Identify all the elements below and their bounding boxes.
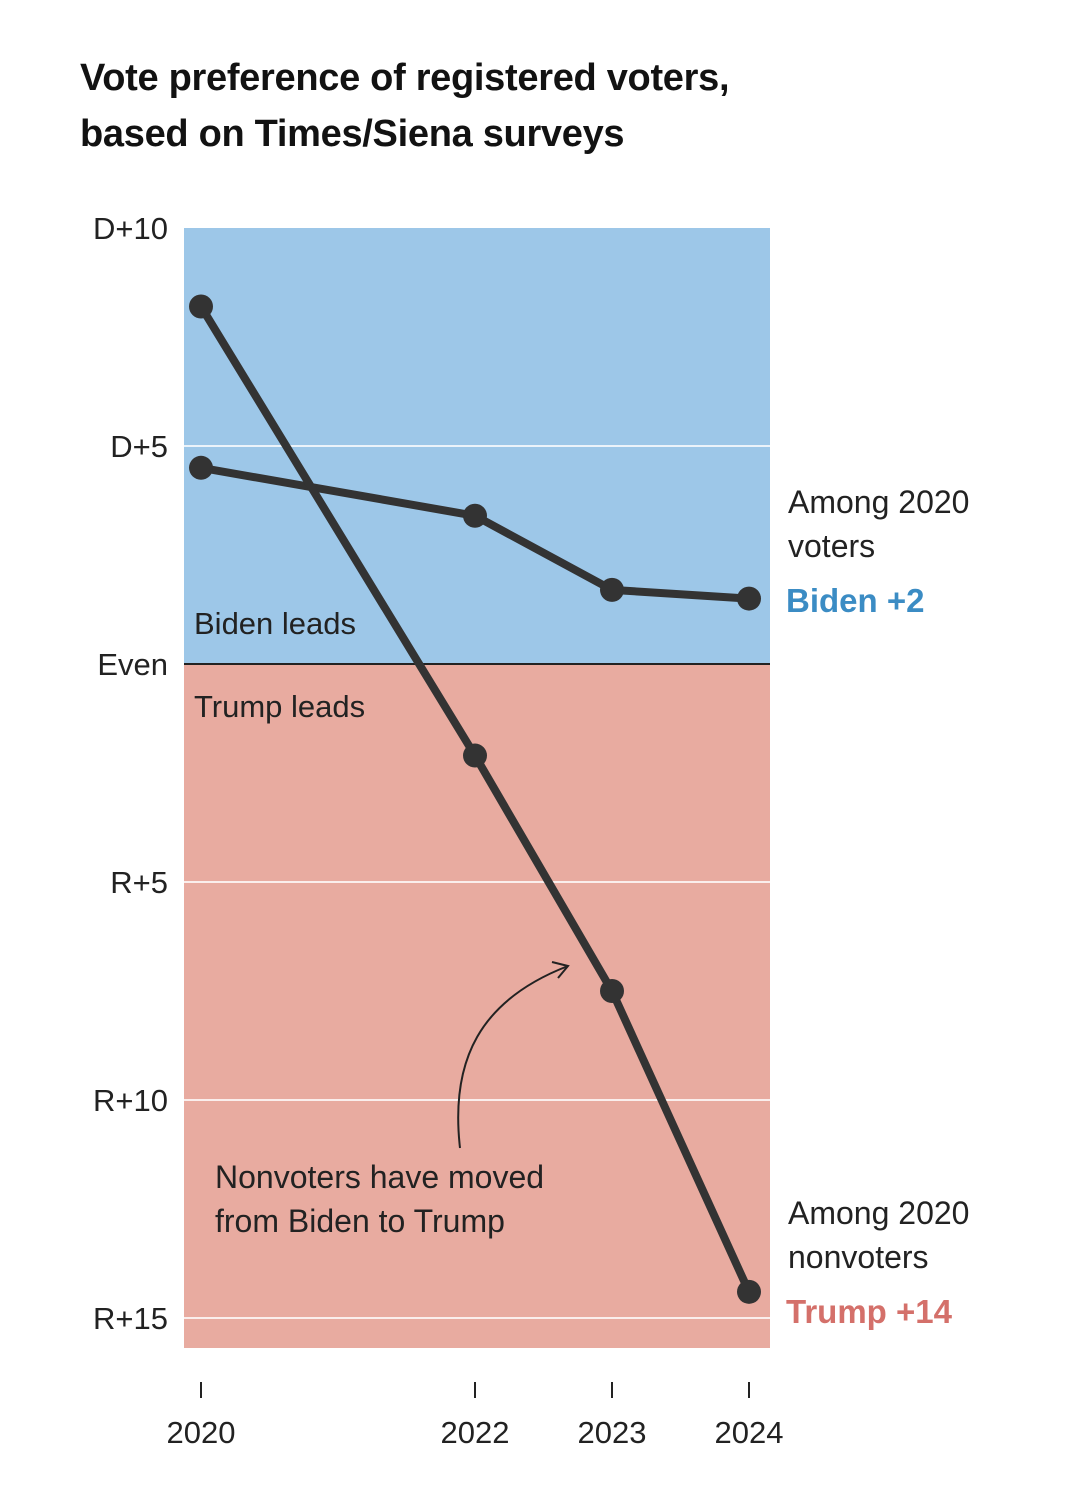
- x-tick-label: 2024: [715, 1415, 784, 1450]
- annotation-arrow-head: [551, 961, 570, 979]
- voters-point: [189, 455, 213, 480]
- title-line-1: Vote preference of registered voters,: [80, 57, 730, 99]
- region-label-biden: Biden leads: [194, 606, 356, 641]
- region-label-trump: Trump leads: [194, 689, 365, 724]
- nonvoters-point: [189, 294, 213, 319]
- y-tick-label: D+5: [110, 429, 168, 464]
- y-tick-label: Even: [97, 647, 168, 682]
- voters-line: [200, 463, 750, 603]
- y-tick-label: D+10: [93, 211, 168, 246]
- nonvoters-end-label: Trump +14: [786, 1293, 953, 1330]
- nonvoters-label-1: Among 2020: [788, 1195, 969, 1231]
- nonvoters-line: [197, 304, 753, 1294]
- x-tick-label: 2022: [441, 1415, 510, 1450]
- x-tick-label: 2020: [167, 1415, 236, 1450]
- nonvoters-point: [737, 1279, 761, 1304]
- title-line-2: based on Times/Siena surveys: [80, 113, 625, 155]
- y-tick-label: R+5: [110, 865, 168, 900]
- x-tick-label: 2023: [578, 1415, 647, 1450]
- nonvoters-label-2: nonvoters: [788, 1239, 929, 1275]
- y-tick-label: R+15: [93, 1301, 168, 1336]
- annotation-arrow: [457, 965, 569, 1149]
- voters-label-1: Among 2020: [788, 484, 969, 520]
- chart-title: Vote preference of registered voters, ba…: [80, 50, 730, 162]
- annotation-line-1: Nonvoters have moved: [215, 1159, 544, 1195]
- voters-label-2: voters: [788, 528, 875, 564]
- voters-point: [737, 586, 761, 611]
- nonvoters-point: [600, 979, 624, 1003]
- nonvoters-point: [463, 743, 487, 768]
- region-trump: [184, 664, 770, 1348]
- annotation-line-2: from Biden to Trump: [215, 1203, 505, 1239]
- voters-point: [463, 503, 487, 528]
- voters-point: [600, 577, 624, 602]
- voters-end-label: Biden +2: [786, 582, 924, 619]
- y-tick-label: R+10: [93, 1083, 168, 1118]
